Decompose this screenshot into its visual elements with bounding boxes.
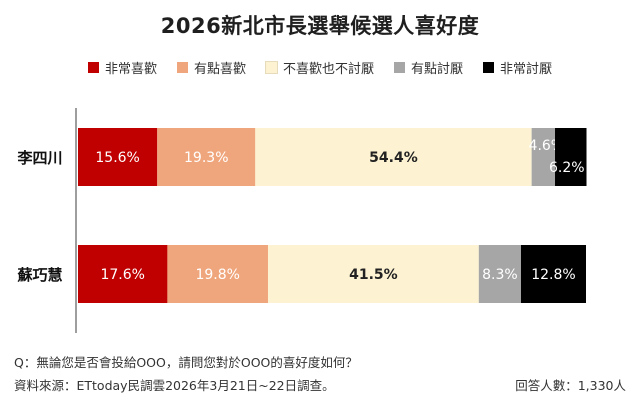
data-label: 17.6%	[100, 267, 144, 283]
legend-item: 有點討厭	[394, 58, 463, 77]
legend-item: 有點喜歡	[176, 58, 246, 77]
legend-item: 不喜歡也不討厭	[264, 58, 374, 77]
bar-segment	[78, 245, 168, 303]
data-label: 12.8%	[531, 267, 575, 283]
category-label: 李四川	[16, 149, 62, 167]
bar-segment	[78, 128, 158, 186]
data-label: 6.2%	[549, 160, 585, 176]
data-label: 19.8%	[195, 267, 239, 283]
bar-segment	[167, 245, 268, 303]
sample-size: 回答人數：1,330人	[515, 378, 626, 393]
legend-label: 不喜歡也不討厭	[282, 62, 374, 77]
data-source: 資料來源：ETtoday民調雲2026年3月21日~22日調查。	[14, 378, 335, 393]
bar-segment	[531, 128, 556, 186]
legend-item: 非常喜歡	[87, 58, 157, 77]
data-label: 54.4%	[369, 150, 418, 166]
data-label: 41.5%	[349, 267, 398, 283]
bar-segment	[520, 245, 586, 303]
legend-label: 有點討厭	[411, 62, 464, 77]
bar-segment	[157, 128, 256, 186]
bar-segment	[267, 245, 479, 303]
legend-item: 非常討厭	[483, 58, 552, 77]
bar-segment	[478, 245, 521, 303]
legend-label: 非常喜歡	[104, 62, 157, 77]
bar-segment	[255, 128, 532, 186]
legend-swatch	[264, 61, 278, 74]
data-label: 8.3%	[482, 267, 518, 283]
data-label: 19.3%	[184, 150, 228, 166]
stacked-bar-chart: 李四川 15.6% 19.3% 54.4%4.6%6.2%蘇巧慧 17.6% 19.8% 4…	[16, 108, 587, 333]
survey-question: Q：無論您是否會投給OOO，請問您對於OOO的喜好度如何？	[14, 355, 358, 370]
legend-label: 非常討厭	[500, 62, 553, 77]
bar-segment	[555, 128, 587, 186]
legend-swatch	[483, 62, 495, 73]
legend-swatch	[176, 62, 188, 73]
data-label: 15.6%	[95, 150, 139, 166]
legend-swatch	[87, 62, 99, 73]
chart-title: 2026新北市長選舉候選人喜好度	[160, 14, 480, 38]
chart-legend: 非常喜歡 有點喜歡 不喜歡也不討厭 有點討厭 非常討厭	[0, 58, 640, 77]
legend-label: 有點喜歡	[193, 62, 246, 77]
category-label: 蘇巧慧	[16, 266, 62, 284]
legend-swatch	[394, 62, 405, 73]
